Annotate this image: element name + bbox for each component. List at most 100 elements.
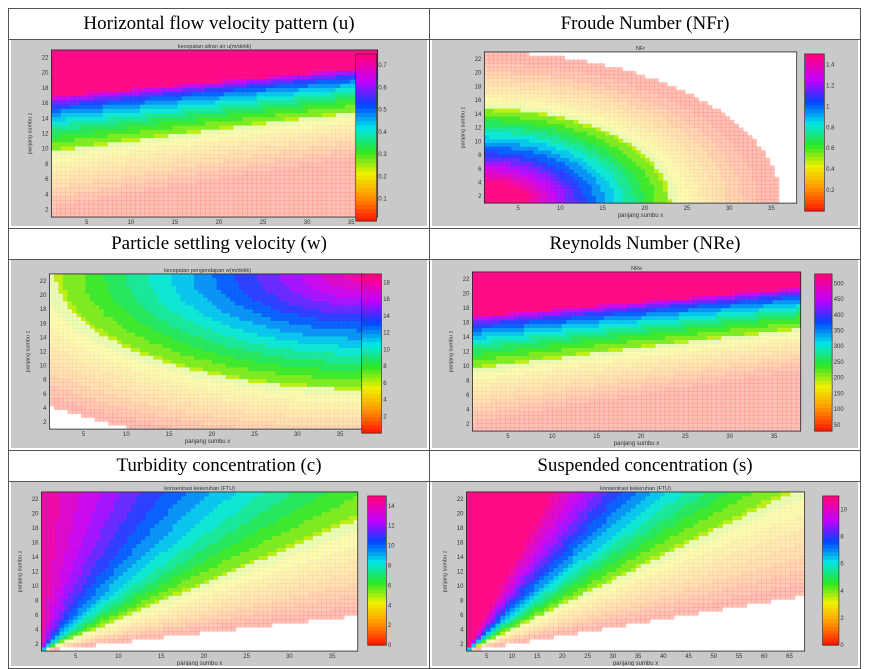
colorbar-tick-label: 400: [834, 313, 845, 319]
x-tick-label: 15: [172, 220, 179, 226]
x-tick-label: 55: [736, 654, 743, 660]
y-tick-label: 16: [40, 321, 47, 327]
x-axis-label: panjang sumbu x: [185, 439, 230, 445]
panel-title-nre: Reynolds Number (NRe): [430, 229, 860, 260]
colorbar-tick-label: 12: [388, 524, 395, 530]
colorbar-tick-label: 200: [834, 376, 845, 382]
y-axis-label: panjang sumbu z: [460, 106, 466, 148]
y-tick-label: 14: [40, 335, 47, 341]
y-axis-label: panjang sumbu z: [26, 330, 32, 372]
x-tick-label: 20: [641, 206, 648, 212]
y-axis-label: panjang sumbu z: [443, 550, 449, 592]
y-tick-label: 16: [32, 541, 39, 547]
x-tick-label: 20: [209, 432, 216, 438]
colorbar-tick-label: 18: [383, 280, 390, 286]
x-tick-label: 40: [660, 654, 667, 660]
colorbar-tick-label: 0.7: [378, 63, 387, 69]
x-tick-label: 35: [635, 654, 642, 660]
colorbar-tick-label: 300: [834, 344, 845, 350]
colorbar-tick-label: 450: [834, 297, 845, 303]
colorbar-tick-label: 14: [383, 314, 390, 320]
x-tick-label: 15: [166, 432, 173, 438]
x-tick-label: 20: [216, 220, 223, 226]
contour-field: [51, 50, 378, 217]
colorbar-tick-label: 10: [840, 507, 847, 513]
x-tick-label: 30: [726, 434, 733, 440]
y-tick-label: 14: [475, 112, 482, 118]
y-tick-label: 22: [457, 497, 464, 503]
x-tick-label: 15: [534, 654, 541, 660]
y-tick-label: 18: [475, 84, 482, 90]
x-tick-label: 30: [304, 220, 311, 226]
colorbar-tick-label: 500: [834, 281, 845, 287]
y-tick-label: 12: [40, 350, 47, 356]
x-tick-label: 45: [685, 654, 692, 660]
x-tick-label: 60: [761, 654, 768, 660]
x-tick-label: 25: [243, 654, 250, 660]
colorbar-tick-label: 0.6: [378, 85, 387, 91]
panel-w: Particle settling velocity (w) kecepatan…: [9, 229, 430, 451]
x-tick-label: 35: [329, 654, 336, 660]
x-tick-label: 35: [337, 432, 344, 438]
colorbar-tick-label: 50: [834, 423, 841, 429]
x-axis-label: panjang sumbu x: [177, 661, 222, 666]
chart-title: NRe: [631, 266, 642, 272]
x-tick-label: 65: [786, 654, 793, 660]
y-tick-label: 10: [42, 147, 49, 153]
x-tick-label: 25: [682, 434, 689, 440]
colorbar-tick-label: 10: [388, 544, 395, 550]
figure-grid: Horizontal flow velocity pattern (u) kec…: [8, 8, 861, 669]
x-tick-label: 50: [710, 654, 717, 660]
x-tick-label: 15: [593, 434, 600, 440]
colorbar-tick-label: 0.6: [826, 146, 835, 152]
panel-c: Turbidity concentration (c) konsentrasi …: [9, 451, 430, 669]
colorbar-tick-label: 250: [834, 360, 845, 366]
x-axis-label: panjang sumbu x: [618, 213, 663, 219]
y-tick-label: 10: [475, 139, 482, 145]
y-tick-label: 12: [32, 570, 39, 576]
y-tick-label: 22: [32, 497, 39, 503]
colorbar-tick-label: 1.4: [826, 62, 835, 68]
y-tick-label: 22: [475, 57, 482, 63]
x-tick-label: 10: [123, 432, 130, 438]
x-tick-label: 10: [115, 654, 122, 660]
x-tick-label: 10: [127, 220, 134, 226]
y-tick-label: 20: [32, 512, 39, 518]
y-axis-label: panjang sumbu z: [28, 112, 34, 154]
y-tick-label: 18: [32, 526, 39, 532]
x-tick-label: 20: [638, 434, 645, 440]
y-tick-label: 14: [463, 335, 470, 341]
y-tick-label: 16: [42, 101, 49, 107]
x-tick-label: 20: [559, 654, 566, 660]
x-tick-label: 25: [260, 220, 267, 226]
y-axis-label: panjang sumbu z: [449, 330, 455, 372]
y-tick-label: 14: [32, 555, 39, 561]
panel-u: Horizontal flow velocity pattern (u) kec…: [9, 9, 430, 229]
x-tick-label: 25: [584, 654, 591, 660]
panel-title-nfr: Froude Number (NFr): [430, 9, 860, 40]
colorbar-tick-label: 10: [383, 347, 390, 353]
colorbar-tick-label: 0.2: [826, 188, 835, 194]
colorbar-tick-label: 0.8: [826, 125, 835, 131]
y-tick-label: 18: [463, 306, 470, 312]
y-tick-label: 20: [463, 292, 470, 298]
y-tick-label: 14: [457, 555, 464, 561]
y-tick-label: 10: [457, 584, 464, 590]
colorbar-tick-label: 0.1: [378, 197, 387, 203]
x-tick-label: 25: [684, 206, 691, 212]
colorbar-tick-label: 0.4: [378, 130, 387, 136]
y-tick-label: 18: [457, 526, 464, 532]
y-tick-label: 18: [42, 86, 49, 92]
x-tick-label: 10: [509, 654, 516, 660]
